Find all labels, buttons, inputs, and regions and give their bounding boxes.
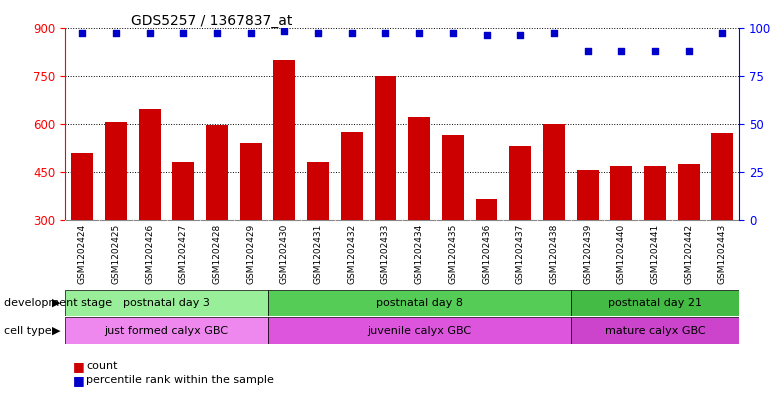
Bar — [341, 132, 363, 220]
Point — [245, 30, 257, 37]
Text: ■: ■ — [73, 360, 85, 373]
Text: count: count — [86, 361, 118, 371]
Text: GSM1202435: GSM1202435 — [448, 224, 457, 284]
Text: ▶: ▶ — [52, 325, 61, 336]
Point — [76, 30, 89, 37]
Point — [177, 30, 189, 37]
Text: GSM1202424: GSM1202424 — [78, 224, 87, 284]
Bar — [571, 290, 739, 316]
Point — [581, 48, 594, 54]
Text: just formed calyx GBC: just formed calyx GBC — [105, 325, 229, 336]
Text: percentile rank within the sample: percentile rank within the sample — [86, 375, 274, 386]
Bar — [611, 165, 632, 220]
Text: GSM1202436: GSM1202436 — [482, 224, 491, 284]
Text: GSM1202428: GSM1202428 — [213, 224, 222, 284]
Text: postnatal day 3: postnatal day 3 — [123, 298, 210, 308]
Point — [413, 30, 425, 37]
Text: GSM1202432: GSM1202432 — [347, 224, 357, 284]
Point — [143, 30, 156, 37]
Text: ▶: ▶ — [52, 298, 61, 308]
Bar — [307, 162, 329, 220]
Bar — [206, 125, 228, 220]
Point — [547, 30, 560, 37]
Text: GSM1202430: GSM1202430 — [280, 224, 289, 284]
Text: GDS5257 / 1367837_at: GDS5257 / 1367837_at — [131, 14, 293, 28]
Bar — [577, 170, 598, 220]
Bar — [239, 143, 262, 220]
Bar — [543, 124, 565, 220]
Text: GSM1202426: GSM1202426 — [146, 224, 154, 284]
Bar — [65, 317, 267, 344]
Bar — [267, 317, 571, 344]
Text: GSM1202433: GSM1202433 — [381, 224, 390, 284]
Text: postnatal day 21: postnatal day 21 — [608, 298, 702, 308]
Point — [716, 30, 728, 37]
Bar — [408, 118, 430, 220]
Point — [514, 32, 527, 39]
Point — [615, 48, 628, 54]
Text: GSM1202434: GSM1202434 — [415, 224, 424, 284]
Bar — [72, 153, 93, 220]
Bar — [139, 109, 161, 220]
Text: GSM1202425: GSM1202425 — [112, 224, 120, 284]
Text: cell type: cell type — [4, 325, 52, 336]
Bar — [105, 122, 127, 220]
Text: postnatal day 8: postnatal day 8 — [376, 298, 463, 308]
Bar — [644, 165, 666, 220]
Text: GSM1202440: GSM1202440 — [617, 224, 626, 284]
Text: development stage: development stage — [4, 298, 112, 308]
Point — [278, 28, 290, 35]
Text: GSM1202429: GSM1202429 — [246, 224, 255, 284]
Text: ■: ■ — [73, 374, 85, 387]
Bar — [65, 290, 267, 316]
Text: GSM1202431: GSM1202431 — [313, 224, 323, 284]
Bar — [711, 133, 733, 220]
Bar — [476, 199, 497, 220]
Point — [211, 30, 223, 37]
Point — [110, 30, 122, 37]
Bar — [374, 75, 397, 220]
Text: GSM1202427: GSM1202427 — [179, 224, 188, 284]
Text: GSM1202443: GSM1202443 — [718, 224, 727, 284]
Text: GSM1202441: GSM1202441 — [651, 224, 659, 284]
Point — [447, 30, 459, 37]
Bar — [172, 162, 194, 220]
Bar — [442, 135, 464, 220]
Text: GSM1202442: GSM1202442 — [685, 224, 693, 284]
Point — [312, 30, 324, 37]
Bar — [571, 317, 739, 344]
Text: juvenile calyx GBC: juvenile calyx GBC — [367, 325, 471, 336]
Text: mature calyx GBC: mature calyx GBC — [604, 325, 705, 336]
Bar — [678, 164, 700, 220]
Point — [682, 48, 695, 54]
Point — [480, 32, 493, 39]
Text: GSM1202437: GSM1202437 — [516, 224, 524, 284]
Bar — [267, 290, 571, 316]
Point — [346, 30, 358, 37]
Point — [649, 48, 661, 54]
Text: GSM1202439: GSM1202439 — [583, 224, 592, 284]
Text: GSM1202438: GSM1202438 — [550, 224, 558, 284]
Bar — [509, 146, 531, 220]
Bar — [273, 60, 296, 220]
Point — [380, 30, 392, 37]
